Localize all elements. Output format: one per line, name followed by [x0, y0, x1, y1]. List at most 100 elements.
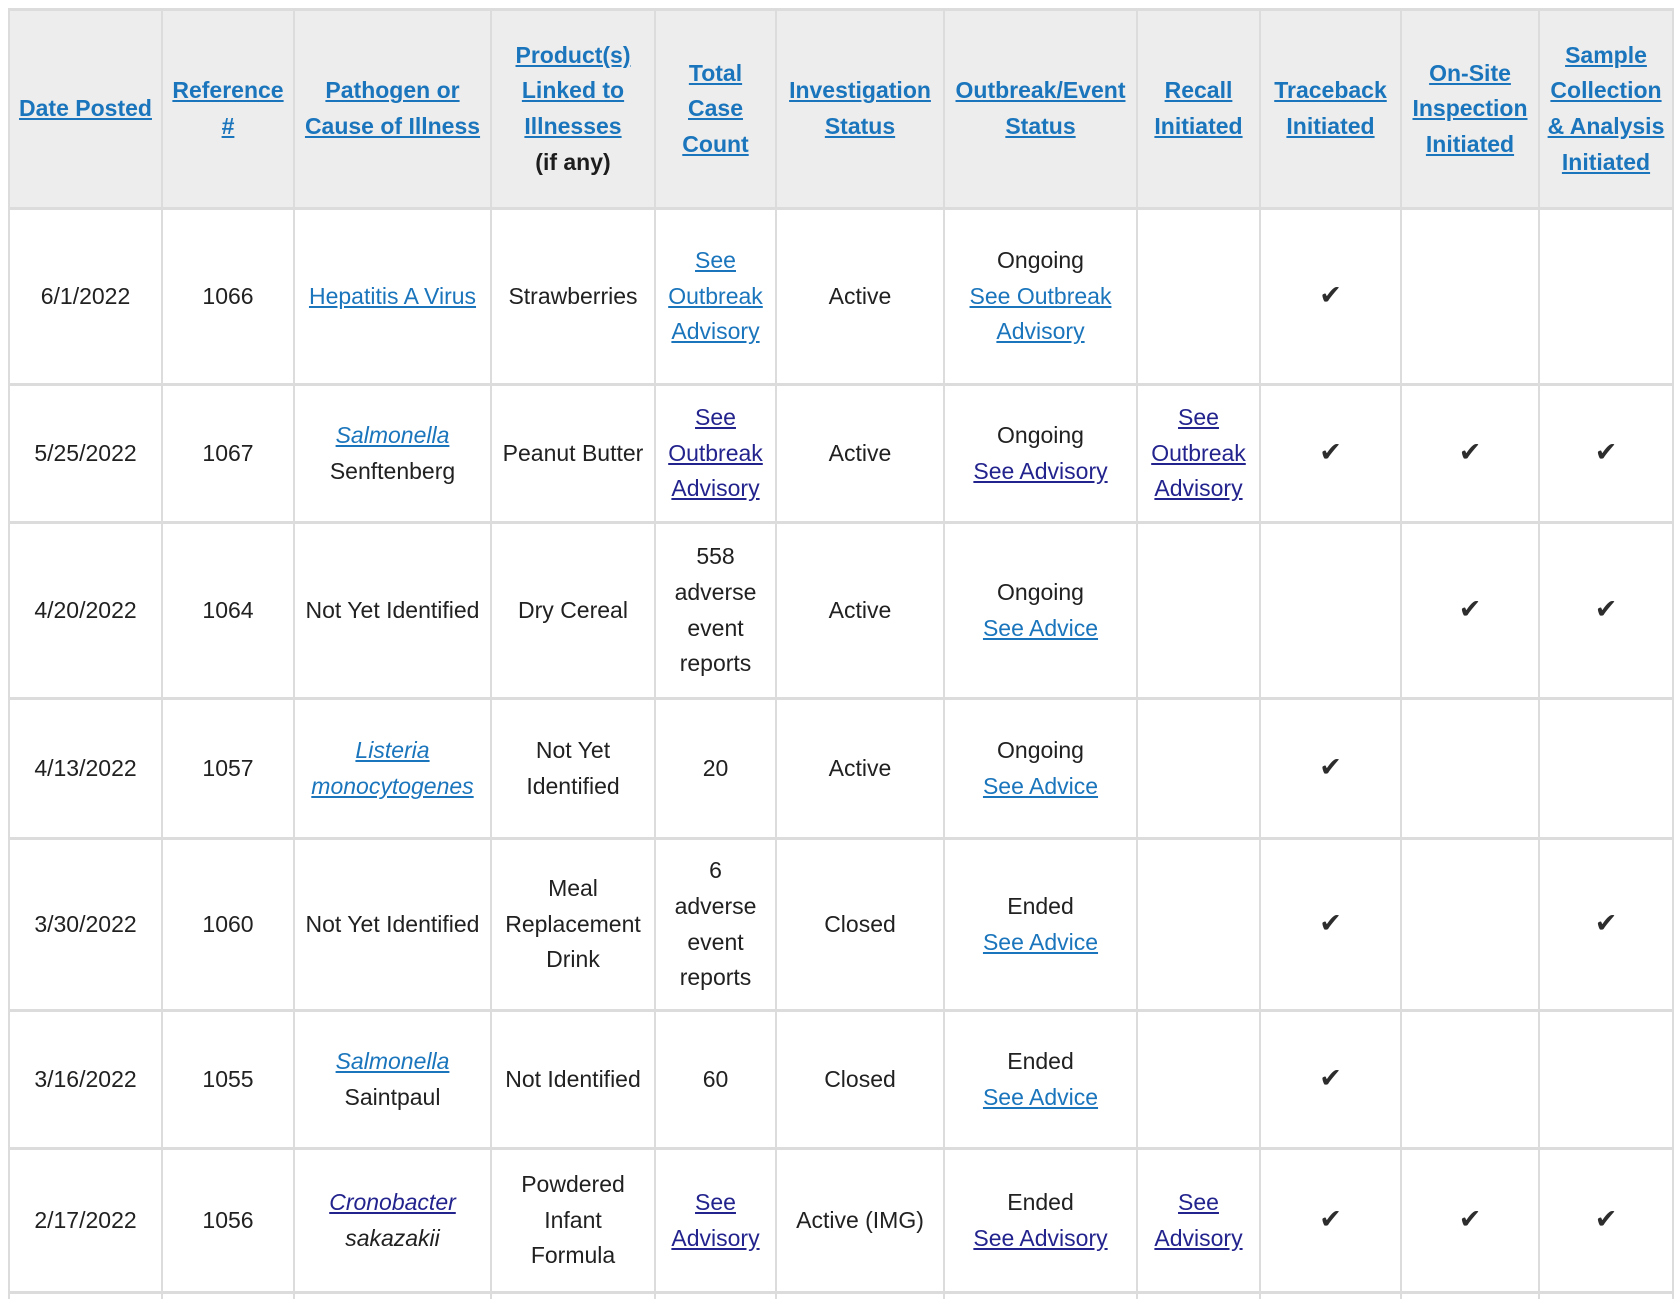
product-text: Strawberries: [508, 282, 638, 309]
column-header-outbreak: Outbreak/Event Status: [943, 8, 1138, 210]
check-icon: ✔: [1319, 907, 1342, 938]
cell-recall: See Advisory: [1136, 1147, 1261, 1294]
outbreak-status-text: Ongoing: [997, 247, 1084, 274]
column-header-onsite: On-Site Inspection Initiated: [1400, 8, 1540, 210]
table-row: 5/25/2022 1067 Salmonella Senftenberg Peanu…: [8, 383, 1674, 524]
reference-number: 1066: [202, 282, 254, 309]
cell-date: 4/20/2022: [8, 521, 163, 700]
cell-onsite: [1400, 1009, 1540, 1150]
reference-number: 1056: [202, 1206, 254, 1233]
pathogen-text: Not Yet Identified: [305, 910, 480, 937]
cell-onsite: [1400, 837, 1540, 1012]
cell-ref: 1066: [161, 207, 295, 386]
investigation-status: Closed: [824, 1065, 896, 1092]
pathogen-link[interactable]: Salmonella: [335, 421, 450, 448]
outbreak-investigations-table: Date Posted Reference # Pathogen or Cause …: [8, 8, 1674, 1299]
cell-ref: 1064: [161, 521, 295, 700]
cell-case: 558 adverse event reports: [654, 521, 777, 700]
case-count-link[interactable]: See Advisory: [671, 1188, 760, 1251]
cell-recall: See Outbreak Advisory: [1136, 383, 1261, 524]
column-header-date: Date Posted: [8, 8, 163, 210]
cell-ref: 1057: [161, 697, 295, 840]
sort-link-traceback[interactable]: Traceback Initiated: [1274, 77, 1387, 139]
date-posted: 2/17/2022: [34, 1206, 137, 1233]
case-count-link[interactable]: See Outbreak Advisory: [668, 247, 763, 345]
cell-outbreak: [943, 1291, 1138, 1299]
pathogen-link[interactable]: Listeria monocytogenes: [311, 736, 474, 799]
investigation-status: Active (IMG): [796, 1206, 924, 1233]
case-count-text: 6 adverse event reports: [674, 857, 757, 991]
cell-invest: Active: [775, 207, 945, 386]
cell-invest: Active: [775, 697, 945, 840]
date-posted: 3/30/2022: [34, 910, 137, 937]
sort-link-outbreak[interactable]: Outbreak/Event Status: [955, 77, 1126, 139]
outbreak-advisory-link[interactable]: See Advisory: [973, 457, 1108, 484]
cell-ref: 1060: [161, 837, 295, 1012]
cell-case: See Outbreak Advisory: [654, 207, 777, 386]
check-icon: ✔: [1319, 279, 1342, 310]
sort-link-ref[interactable]: Reference #: [172, 77, 284, 139]
cell-outbreak: Ended See Advice: [943, 837, 1138, 1012]
cell-invest: Active: [775, 383, 945, 524]
cell-pathogen: Not Yet Identified: [293, 521, 492, 700]
pathogen-link[interactable]: Hepatitis A Virus: [308, 282, 477, 309]
pathogen-text: Senftenberg: [329, 457, 456, 484]
cell-product: Peanut Butter: [490, 383, 656, 524]
sort-link-product[interactable]: Product(s) Linked to Illnesses: [515, 41, 631, 139]
pathogen-link[interactable]: Salmonella: [335, 1047, 450, 1074]
outbreak-advisory-link[interactable]: See Advice: [982, 614, 1099, 641]
check-icon: ✔: [1594, 593, 1618, 624]
cell-invest: [775, 1291, 945, 1299]
cell-date: [8, 1291, 163, 1299]
check-icon: ✔: [1319, 1062, 1342, 1093]
column-header-product: Product(s) Linked to Illnesses (if any): [490, 8, 656, 210]
case-count-link[interactable]: See Outbreak Advisory: [668, 404, 763, 502]
sort-link-sample[interactable]: Sample Collection & Analysis Initiated: [1547, 41, 1665, 175]
cell-traceback: [1259, 521, 1402, 700]
pathogen-link[interactable]: Cronobacter: [329, 1188, 456, 1215]
outbreak-advisory-link[interactable]: See Advice: [982, 772, 1099, 799]
check-icon: ✔: [1458, 593, 1482, 624]
cell-date: 5/25/2022: [8, 383, 163, 524]
table-row: 3/16/2022 1055 Salmonella Saintpaul Not Ide…: [8, 1009, 1674, 1150]
cell-ref: 1056: [161, 1147, 295, 1294]
cell-pathogen: Cronobacter sakazakii: [293, 1147, 492, 1294]
sort-link-date[interactable]: Date Posted: [19, 95, 152, 122]
cell-traceback: ✔: [1259, 1009, 1402, 1150]
recall-advisory-link[interactable]: See Advisory: [1154, 1188, 1243, 1251]
check-icon: ✔: [1458, 1203, 1482, 1234]
cell-date: 2/17/2022: [8, 1147, 163, 1294]
cell-product: [490, 1291, 656, 1299]
cell-invest: Active (IMG): [775, 1147, 945, 1294]
cell-pathogen: Hepatitis A Virus: [293, 207, 492, 386]
sort-link-invest[interactable]: Investigation Status: [789, 77, 931, 139]
outbreak-advisory-link[interactable]: See Advice: [982, 1083, 1099, 1110]
cell-sample: [1538, 697, 1674, 840]
pathogen-text: Not Yet Identified: [305, 596, 480, 623]
outbreak-advisory-link[interactable]: See Advisory: [973, 1224, 1108, 1251]
sort-link-onsite[interactable]: On-Site Inspection Initiated: [1412, 59, 1528, 157]
cell-date: 4/13/2022: [8, 697, 163, 840]
date-posted: 6/1/2022: [40, 282, 131, 309]
outbreak-advisory-link[interactable]: See Advice: [982, 928, 1099, 955]
outbreak-advisory-link[interactable]: See Outbreak Advisory: [969, 282, 1112, 345]
cell-product: Strawberries: [490, 207, 656, 386]
table-row: 6/1/2022 1066 Hepatitis A Virus Strawberrie…: [8, 207, 1674, 386]
sort-link-case[interactable]: Total Case Count: [682, 59, 749, 157]
cell-onsite: [1400, 1291, 1540, 1299]
cell-outbreak: Ongoing See Outbreak Advisory: [943, 207, 1138, 386]
cell-traceback: ✔: [1259, 1147, 1402, 1294]
column-header-recall: Recall Initiated: [1136, 8, 1261, 210]
header-row: Date Posted Reference # Pathogen or Cause …: [8, 8, 1674, 210]
cell-recall: [1136, 1009, 1261, 1150]
pathogen-text: sakazakii: [345, 1224, 440, 1251]
investigation-status: Active: [828, 754, 892, 781]
product-text: Meal Replacement Drink: [505, 875, 641, 973]
sort-link-pathogen[interactable]: Pathogen or Cause of Illness: [304, 77, 481, 139]
table-row: [8, 1291, 1674, 1299]
cell-traceback: ✔: [1259, 837, 1402, 1012]
sort-link-recall[interactable]: Recall Initiated: [1154, 77, 1243, 139]
pathogen-text: Saintpaul: [344, 1083, 441, 1110]
recall-advisory-link[interactable]: See Outbreak Advisory: [1151, 404, 1246, 502]
